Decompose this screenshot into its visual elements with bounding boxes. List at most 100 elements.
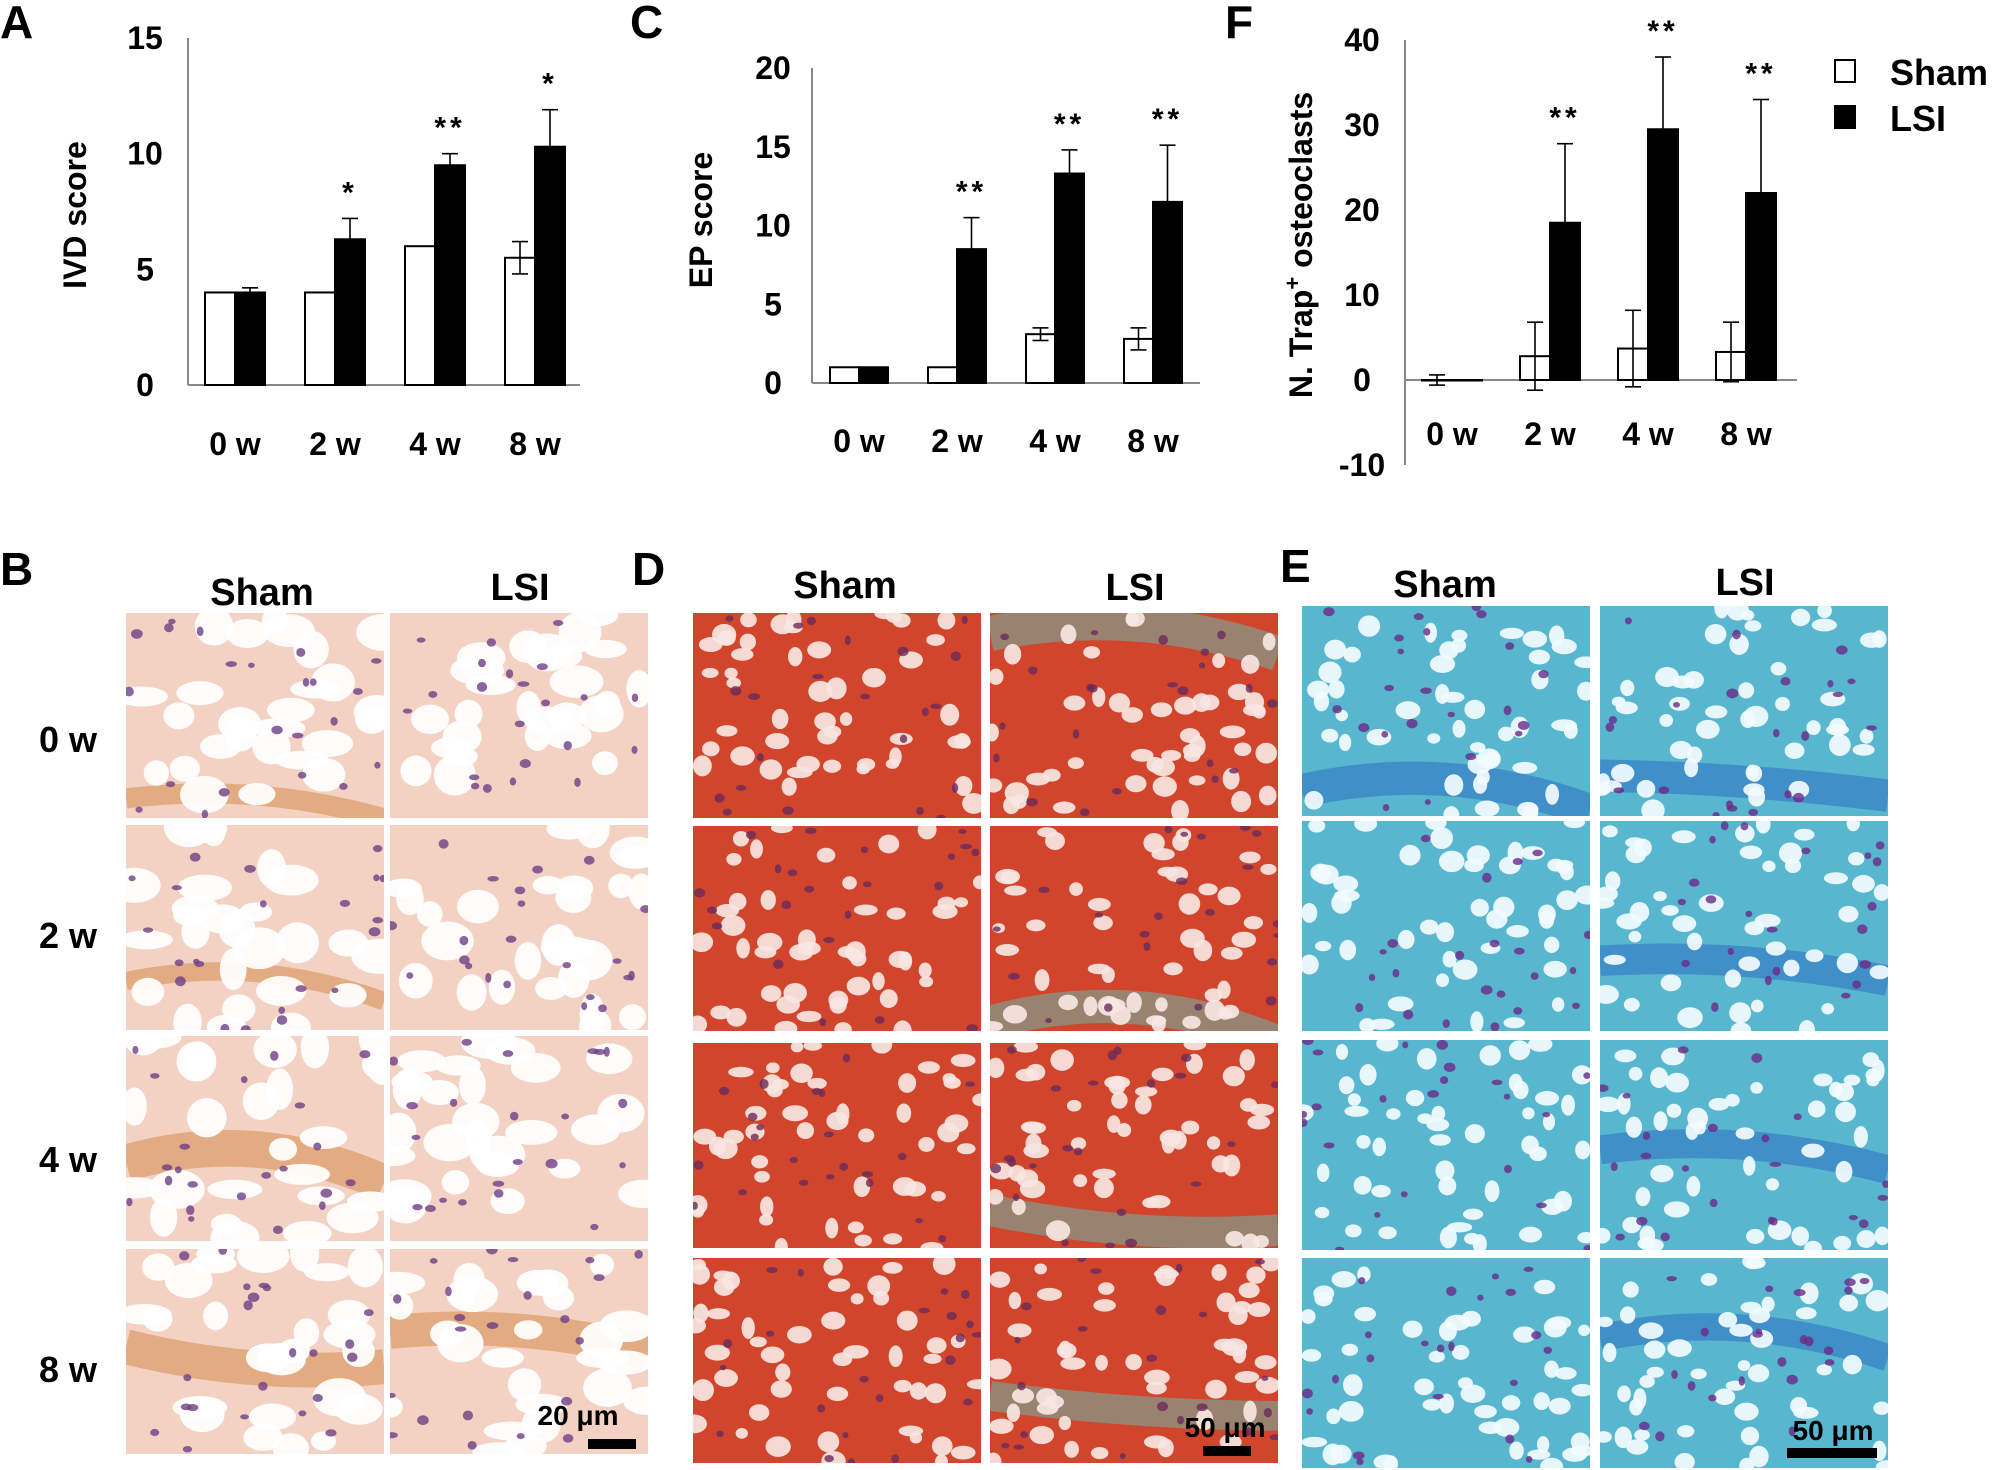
micrograph-e-r3-c1 xyxy=(1600,1258,1888,1468)
scale-bar-e xyxy=(1787,1448,1877,1458)
scale-bar-label-e: 50 μm xyxy=(1793,1415,1874,1446)
x-tick-label-a-0: 0 w xyxy=(209,426,261,462)
x-tick-label-f-3: 8 w xyxy=(1720,416,1772,452)
scale-bar-label-b: 20 μm xyxy=(538,1400,619,1431)
panel-label-e: E xyxy=(1280,540,1311,592)
bar-a-lsi-0 xyxy=(234,291,266,387)
y-tick-label-c-0: 0 xyxy=(764,365,782,401)
y-axis-title-a: IVD score xyxy=(57,141,93,289)
histology-e: E Sham LSI 50 μm xyxy=(1280,540,1888,1468)
bar-f-lsi-0 xyxy=(1451,379,1483,382)
legend: Sham LSI xyxy=(1834,52,1988,139)
significance-a-1: * xyxy=(342,176,358,209)
micrograph-d-r3-c0 xyxy=(693,1258,981,1463)
bar-a-sham-2 xyxy=(404,245,436,386)
legend-label-lsi: LSI xyxy=(1890,98,1946,139)
micrograph-d-r1-c0 xyxy=(693,826,981,1031)
micrograph-d-r2-c0 xyxy=(693,1043,981,1248)
chart-f: F N. Trap+ osteoclasts -10 0 10 20 30 40 0 w **… xyxy=(1225,0,1797,483)
x-tick-label-a-2: 4 w xyxy=(409,426,461,462)
y-tick-label-c-4: 20 xyxy=(755,50,791,86)
row-label-4w: 4 w xyxy=(39,1139,98,1180)
micrograph-d-r2-c1 xyxy=(990,1043,1278,1248)
x-tick-label-a-3: 8 w xyxy=(509,426,561,462)
legend-swatch-sham xyxy=(1834,59,1856,83)
bar-a-sham-1 xyxy=(304,291,336,387)
micrograph-grid-e xyxy=(1302,606,1888,1468)
bar-a-lsi-3 xyxy=(534,145,566,386)
plot-area-a: 0 5 10 15 0 w * 2 w ** 4 w * 8 w xyxy=(127,20,580,462)
scale-bar-d xyxy=(1203,1446,1251,1456)
panel-label-b: B xyxy=(0,543,33,595)
y-axis-title-f: N. Trap+ osteoclasts xyxy=(1280,92,1320,398)
significance-a-2: ** xyxy=(434,112,465,145)
bar-c-sham-0 xyxy=(829,366,860,384)
chart-c: C EP score 0 5 10 15 20 0 w ** 2 w ** 4 w ** 8 w xyxy=(630,0,1200,459)
y-tick-label-f-4: 30 xyxy=(1344,107,1380,143)
micrograph-d-r3-c1 xyxy=(990,1258,1278,1463)
error-bar-f-sham-0 xyxy=(1429,374,1445,386)
micrograph-d-r0-c0 xyxy=(693,613,981,818)
panel-label-c: C xyxy=(630,0,663,48)
micrograph-b-r3-c1 xyxy=(390,1249,648,1454)
micrograph-b-r0-c1 xyxy=(390,613,648,818)
significance-f-1: ** xyxy=(1549,102,1580,135)
significance-f-2: ** xyxy=(1647,15,1678,48)
scale-bar-label-d: 50 μm xyxy=(1185,1412,1266,1443)
micrograph-e-r1-c0 xyxy=(1302,821,1590,1031)
col-header-d-sham: Sham xyxy=(793,565,896,607)
error-bar-a-lsi-2 xyxy=(442,152,458,166)
bar-c-lsi-0 xyxy=(858,366,889,384)
y-tick-label-a-3: 15 xyxy=(127,20,163,56)
bar-a-sham-0 xyxy=(204,291,236,387)
col-header-d-lsi: LSI xyxy=(1105,567,1164,609)
x-tick-label-a-1: 2 w xyxy=(309,426,361,462)
histology-d: D Sham LSI 50 μm xyxy=(632,543,1278,1463)
col-header-e-sham: Sham xyxy=(1393,564,1496,606)
y-tick-label-f-0: -10 xyxy=(1339,447,1385,483)
y-axis-title-f-rest: osteoclasts xyxy=(1283,92,1319,277)
x-tick-label-c-0: 0 w xyxy=(833,423,885,459)
error-bar-f-sham-2 xyxy=(1625,309,1641,388)
bar-f-lsi-1 xyxy=(1549,221,1581,381)
bar-a-sham-3 xyxy=(504,256,536,386)
error-bar-f-sham-3 xyxy=(1723,321,1739,383)
y-tick-label-f-3: 20 xyxy=(1344,192,1380,228)
micrograph-b-r1-c1 xyxy=(390,825,648,1030)
y-tick-label-f-1: 0 xyxy=(1353,362,1371,398)
error-bar-c-sham-2 xyxy=(1032,327,1049,342)
bar-f-lsi-2 xyxy=(1647,128,1679,381)
micrograph-grid-b xyxy=(126,613,648,1454)
error-bar-c-lsi-3 xyxy=(1159,144,1176,202)
bar-c-sham-1 xyxy=(927,366,958,384)
plot-area-f: -10 0 10 20 30 40 0 w ** 2 w ** 4 w ** 8 w xyxy=(1339,15,1797,483)
panel-label-f: F xyxy=(1225,0,1253,48)
y-tick-label-f-2: 10 xyxy=(1344,277,1380,313)
x-tick-label-c-1: 2 w xyxy=(931,423,983,459)
micrograph-e-r2-c1 xyxy=(1600,1040,1888,1250)
y-axis-title-f-sup: + xyxy=(1280,277,1305,290)
micrograph-e-r0-c0 xyxy=(1302,606,1590,816)
y-tick-label-a-2: 10 xyxy=(127,136,163,172)
error-bar-a-lsi-1 xyxy=(342,217,358,240)
micrograph-e-r0-c1 xyxy=(1600,606,1888,816)
micrograph-b-r3-c0 xyxy=(126,1249,384,1454)
significance-c-1: ** xyxy=(956,176,987,209)
micrograph-b-r0-c0 xyxy=(126,613,384,818)
panel-label-a: A xyxy=(0,0,33,48)
micrograph-b-r1-c0 xyxy=(126,825,384,1030)
micrograph-e-r1-c1 xyxy=(1600,821,1888,1031)
plot-area-c: 0 5 10 15 20 0 w ** 2 w ** 4 w ** 8 w xyxy=(755,50,1200,459)
significance-f-3: ** xyxy=(1745,58,1776,91)
micrograph-d-r1-c1 xyxy=(990,826,1278,1031)
significance-c-3: ** xyxy=(1152,103,1183,136)
micrograph-grid-d xyxy=(693,613,1278,1463)
error-bar-f-sham-1 xyxy=(1527,321,1543,392)
x-tick-label-c-2: 4 w xyxy=(1029,423,1081,459)
bar-c-lsi-2 xyxy=(1054,172,1085,384)
y-axis-title-c: EP score xyxy=(683,152,719,288)
y-tick-label-a-0: 0 xyxy=(136,367,154,403)
y-axis-title-f-main: N. Trap xyxy=(1283,290,1319,398)
micrograph-e-r2-c0 xyxy=(1302,1040,1590,1250)
